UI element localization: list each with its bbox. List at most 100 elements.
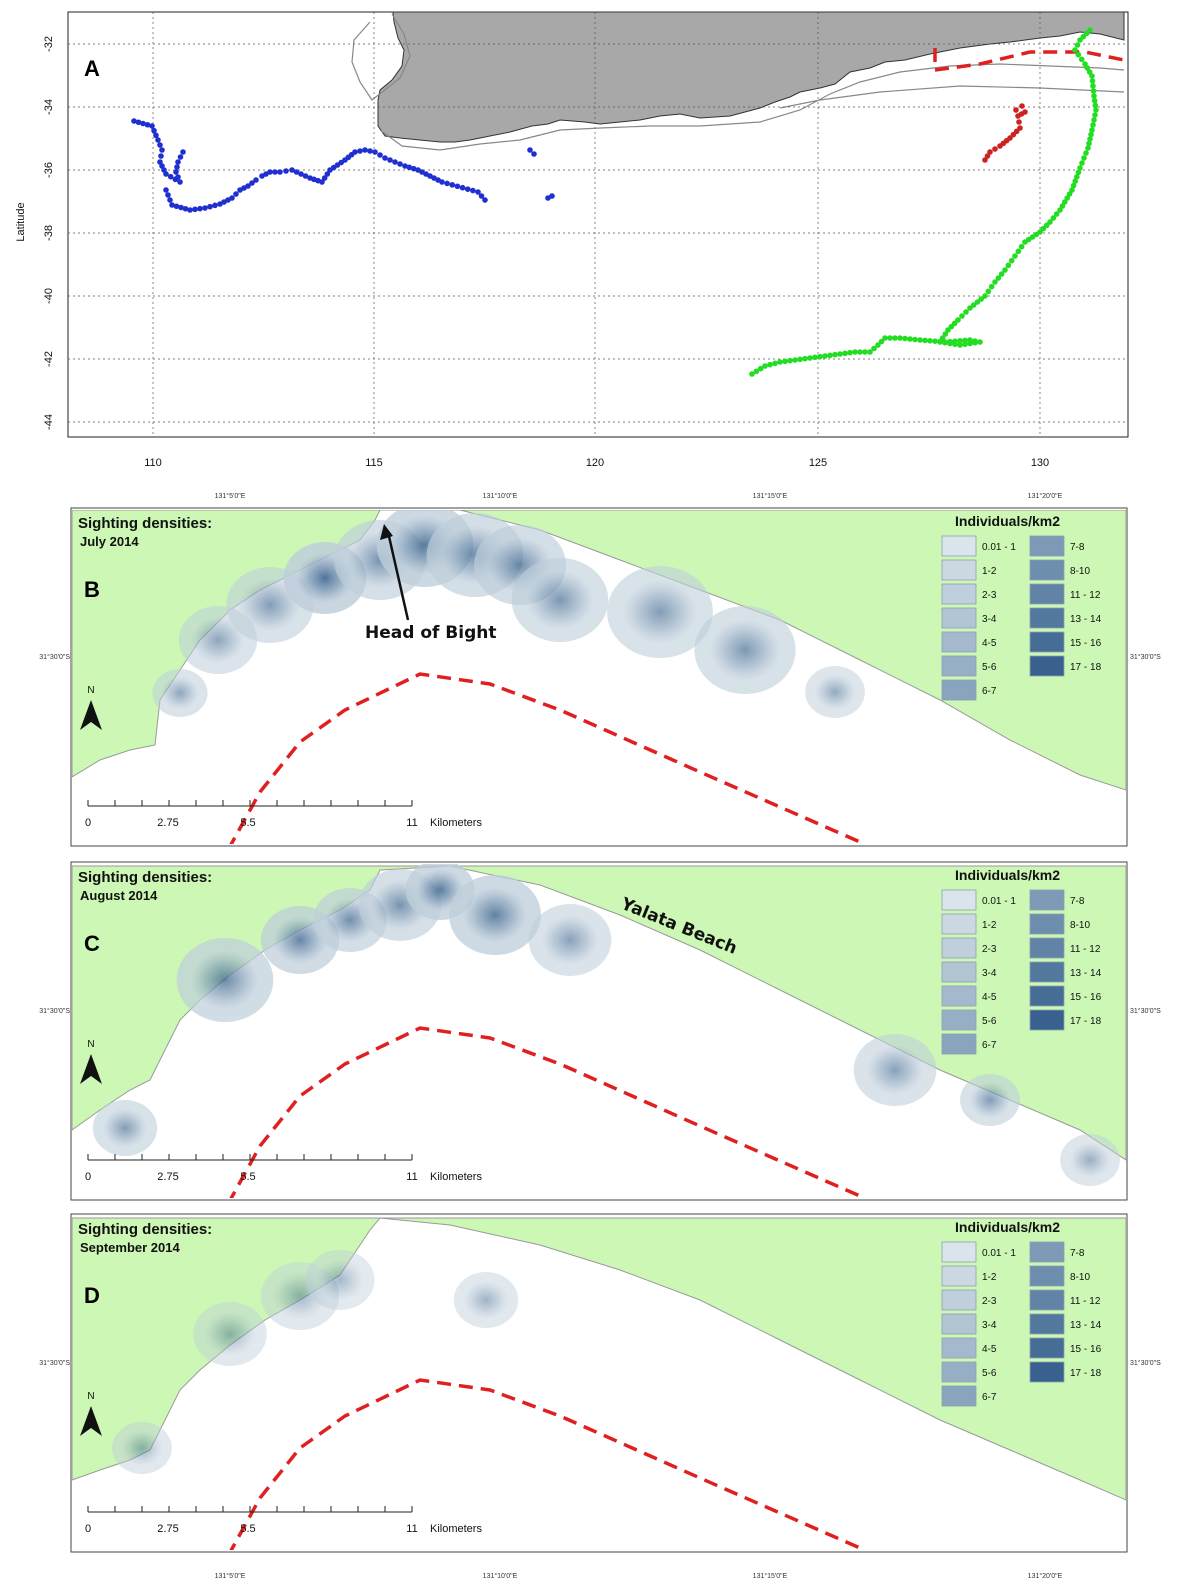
legend-label: 0.01 - 1 xyxy=(982,542,1016,553)
green-track-point xyxy=(902,335,908,342)
green-track-point xyxy=(1083,150,1089,156)
legend-label: 11 - 12 xyxy=(1070,944,1101,955)
blue-track-point xyxy=(151,127,157,134)
coord-label: 131°10'0"E xyxy=(483,1572,518,1580)
svg-text:N: N xyxy=(87,1039,94,1050)
blue-track-point xyxy=(187,207,193,213)
legend-label: 3-4 xyxy=(982,1320,997,1331)
green-track-point xyxy=(1078,56,1085,63)
green-track-point xyxy=(1091,117,1097,123)
red-track-point xyxy=(1022,109,1028,115)
legend-label: 3-4 xyxy=(982,968,997,979)
green-track-point xyxy=(1070,182,1077,189)
coord-label-right: 31°30'0"S xyxy=(1130,1359,1161,1367)
legend-swatch xyxy=(941,1313,977,1335)
y-axis-label: Latitude xyxy=(15,202,27,241)
legend-swatch xyxy=(1029,1265,1065,1287)
green-track-point xyxy=(995,275,1002,281)
red-track-point xyxy=(1017,125,1023,131)
legend-swatch xyxy=(941,1033,977,1055)
red-track-point xyxy=(1016,119,1022,125)
legend-label: 7-8 xyxy=(1070,542,1085,553)
coord-label-left: 31°30'0"S xyxy=(39,653,70,661)
map-subtitle: August 2014 xyxy=(80,888,158,903)
density-hotspot xyxy=(92,1100,158,1156)
red-track-point xyxy=(1013,107,1019,113)
blue-track-point xyxy=(157,142,163,148)
green-track-point xyxy=(1092,112,1098,118)
density-hotspot xyxy=(193,1302,267,1366)
green-track-point xyxy=(927,338,933,344)
blue-track-point xyxy=(173,203,180,210)
green-track-point xyxy=(922,337,928,344)
green-track-point xyxy=(992,279,998,285)
blue-track-point xyxy=(233,191,239,197)
blue-track-point xyxy=(158,153,164,159)
legend-label: 2-3 xyxy=(982,1296,997,1307)
scale-label: 11 xyxy=(406,1523,417,1535)
shelf-contour xyxy=(351,13,1125,151)
blue-track-point xyxy=(362,147,368,153)
density-map-b: Sighting densities: July 2014 B N 31°30'0"S 3… xyxy=(39,507,1161,847)
blue-track-point xyxy=(406,164,413,171)
blue-track-point xyxy=(140,120,146,127)
green-track-point xyxy=(957,342,963,348)
density-map-c: Sighting densities: August 2014 C N 31°30'0"… xyxy=(39,861,1161,1201)
scale-label: 11 xyxy=(406,1171,417,1183)
legend-swatch xyxy=(1029,655,1065,677)
blue-track-point xyxy=(212,202,218,209)
green-track-point xyxy=(1053,211,1060,217)
north-arrow-icon: N xyxy=(80,1391,102,1436)
blue-track-point xyxy=(159,147,165,153)
legend-label: 3-4 xyxy=(982,614,997,625)
legend-label: 2-3 xyxy=(982,944,997,955)
legend-swatch xyxy=(1029,913,1065,935)
legend-label: 4-5 xyxy=(982,638,997,649)
blue-track-point xyxy=(527,147,533,153)
x-tick-label: 115 xyxy=(365,457,383,469)
density-legend: Individuals/km2 0.01 - 1 1-2 2-3 3-4 4-5 5-6 6-… xyxy=(941,1219,1102,1407)
scale-bar: 0 2.75 5.5 11 Kilometers xyxy=(85,800,482,829)
green-track-point xyxy=(967,305,973,311)
legend-label: 13 - 14 xyxy=(1070,968,1102,979)
legend-swatch xyxy=(1029,937,1065,959)
green-track-point xyxy=(1050,215,1057,221)
australia-landmass xyxy=(377,11,1125,143)
legend-title: Individuals/km2 xyxy=(955,1219,1060,1235)
green-track-point xyxy=(882,335,888,341)
green-track-point xyxy=(1085,145,1091,151)
green-track-point xyxy=(1057,207,1063,213)
green-track-point xyxy=(1008,257,1015,264)
blue-track-point xyxy=(302,173,309,179)
scale-label: 2.75 xyxy=(157,1523,178,1535)
green-track-point xyxy=(1090,88,1097,94)
blue-track-point xyxy=(531,151,537,157)
blue-track-point xyxy=(444,180,450,187)
green-track-point xyxy=(912,336,918,343)
blue-track-point xyxy=(169,202,175,208)
green-track-point xyxy=(932,338,938,345)
green-track-point xyxy=(1086,140,1092,147)
coord-label: 131°20'0"E xyxy=(1028,492,1063,500)
y-tick-label: -40 xyxy=(43,288,55,304)
green-track-point xyxy=(802,355,808,362)
coord-label-left: 31°30'0"S xyxy=(39,1007,70,1015)
legend-label: 1-2 xyxy=(982,1272,997,1283)
green-track-point xyxy=(767,361,773,368)
green-track-point xyxy=(947,338,953,345)
legend-swatch xyxy=(941,913,977,935)
blue-track-point xyxy=(153,132,159,139)
y-tick-label: -36 xyxy=(43,162,55,178)
green-track-point xyxy=(1091,93,1097,99)
coord-label: 131°5'0"E xyxy=(215,1572,246,1580)
green-track-point xyxy=(827,352,833,359)
scale-label: 0 xyxy=(85,1171,91,1183)
green-track-point xyxy=(857,349,863,355)
green-track-point xyxy=(1077,37,1083,43)
green-track-point xyxy=(917,337,923,343)
coord-label-left: 31°30'0"S xyxy=(39,1359,70,1367)
legend-swatch xyxy=(1029,559,1065,581)
land-area xyxy=(72,865,1126,1161)
coord-label: 131°10'0"E xyxy=(483,492,518,500)
density-hotspot xyxy=(511,558,609,642)
